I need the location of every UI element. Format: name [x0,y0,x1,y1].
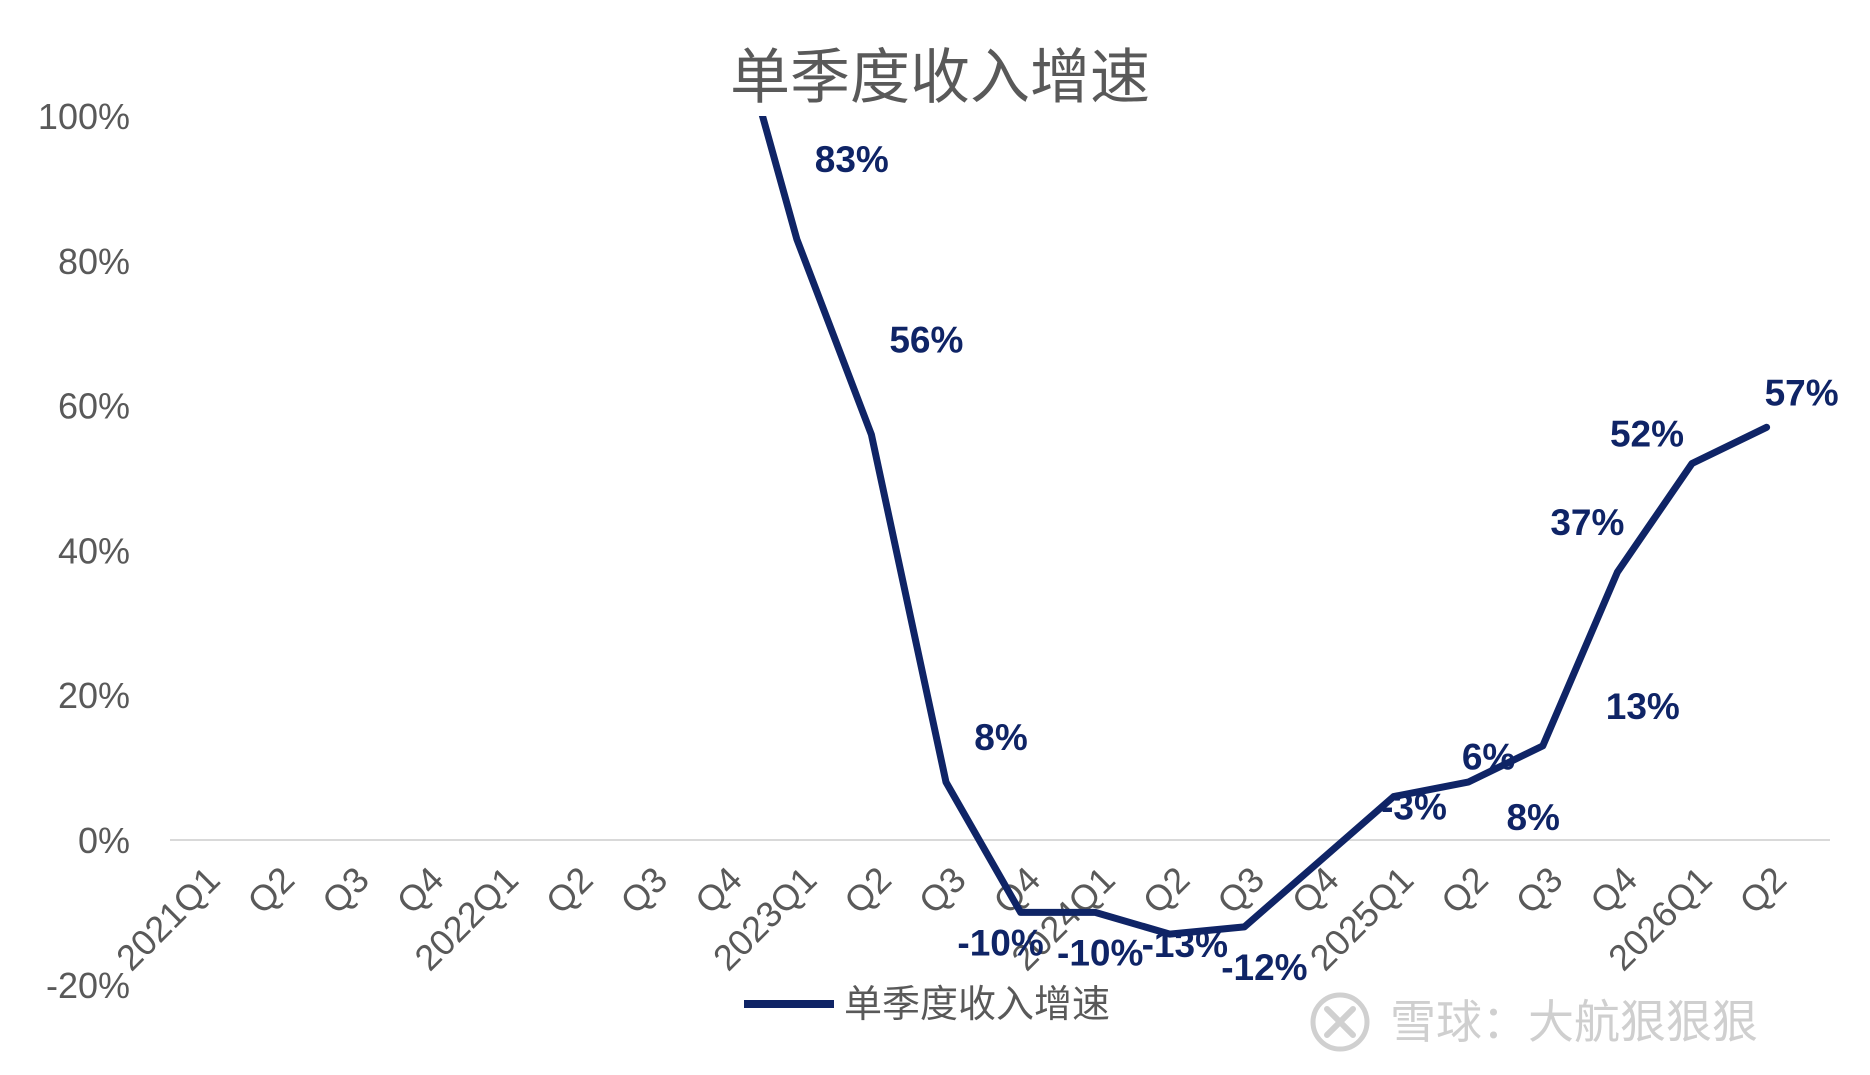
data-label: -13% [1142,924,1228,965]
data-label: 57% [1765,372,1839,413]
data-label: 52% [1610,414,1684,455]
data-label: 8% [1506,797,1559,838]
x-tick-label: Q2 [1433,859,1496,922]
data-label: -10% [1057,932,1143,973]
x-tick-label: Q3 [314,859,377,922]
data-label: 13% [1606,686,1680,727]
x-tick-label: Q4 [389,859,452,922]
watermark: 雪球：大航狠狠狠 [1310,992,1758,1052]
y-tick-label: 60% [58,386,130,427]
x-tick-label: Q3 [911,859,974,922]
data-label: -12% [1221,947,1307,988]
x-tick-label: Q2 [1731,859,1794,922]
data-label: 56% [889,320,963,361]
y-tick-label: 0% [78,820,130,861]
data-label: 6% [1462,737,1515,778]
y-tick-label: 100% [38,96,130,137]
data-label: -10% [957,922,1043,963]
series-group [758,116,1771,938]
x-tick-label: Q3 [612,859,675,922]
x-tick-label: Q2 [1135,859,1198,922]
data-labels: 83%56%8%-10% -10%-13%-12%-3%6%8%13%37%52%… [815,139,1839,988]
x-tick-label: Q2 [239,859,302,922]
xueqiu-logo-icon [1310,992,1370,1052]
x-tick-label: Q2 [836,859,899,922]
x-tick-label: Q3 [1508,859,1571,922]
y-tick-label: 40% [58,530,130,571]
y-tick-label: -20% [46,965,130,1006]
legend: 单季度收入增速 [744,982,1110,1026]
x-tick-label: Q2 [538,859,601,922]
data-label: 83% [815,139,889,180]
y-tick-label: 20% [58,675,130,716]
legend-label: 单季度收入增速 [844,982,1110,1026]
data-label: 8% [974,717,1027,758]
y-tick-label: 80% [58,241,130,282]
x-tick-label: Q4 [687,859,750,922]
watermark-text: 雪球：大航狠狠狠 [1390,995,1758,1049]
series-line [758,116,1771,938]
data-label: -3% [1381,787,1447,828]
data-label: 37% [1550,502,1624,543]
x-tick-label: 2021Q1 [108,859,228,979]
x-tick-label: Q4 [1582,859,1645,922]
chart-title: 单季度收入增速 [730,43,1150,113]
y-axis: 100% 80% 60% 40% 20% 0% -20% [38,96,130,1006]
